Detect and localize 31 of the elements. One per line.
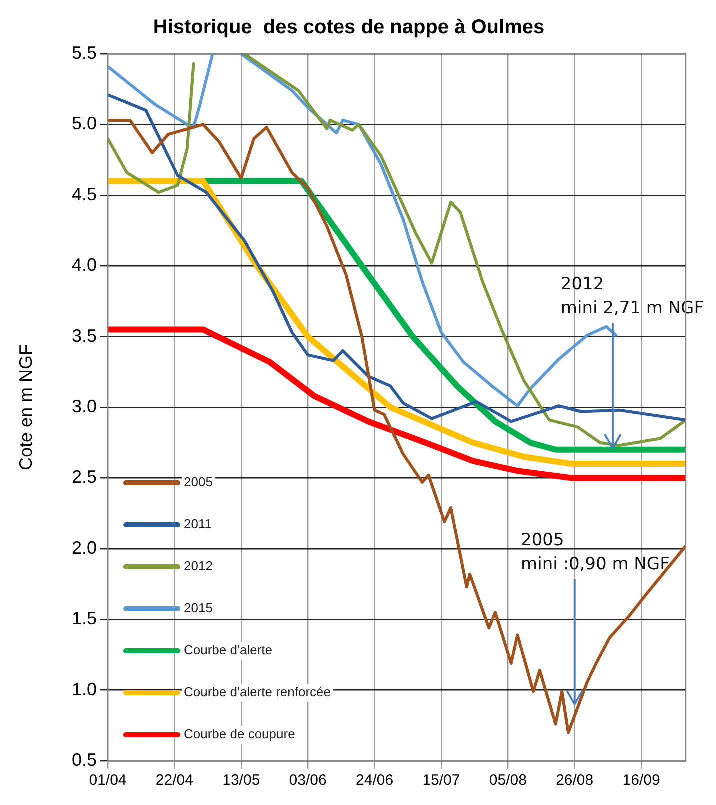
x-tick-label: 15/07 [422,772,460,790]
annotation: 2012 mini 2,71 m NGF [560,274,704,319]
y-axis-title: Cote en m NGF [16,344,36,471]
legend-label: 2011 [184,516,212,532]
legend-label: Courbe d'alerte renforcée [184,684,332,700]
legend-label: Courbe de coupure [184,726,296,742]
y-tick-label: 3.0 [72,396,97,416]
x-tick-label: 26/08 [556,772,594,790]
x-tick-label: 13/05 [222,772,260,790]
x-tick-label: 22/04 [156,772,194,790]
y-tick-label: 1.5 [72,608,97,629]
chart-title: Historique des cotes de nappe à Oulmes [153,16,545,39]
x-tick-label: 05/08 [489,772,527,790]
y-tick-label: 3.5 [72,326,97,346]
x-tick-label: 16/09 [622,772,660,790]
legend-label: Courbe d'alerte [184,642,272,658]
y-tick-label: 4.5 [72,184,97,204]
legend-label: 2015 [184,600,213,616]
y-tick-label: 0.5 [72,750,97,770]
annotation: 2005 mini :0,90 m NGF [521,530,670,574]
x-tick-label: 03/06 [289,772,327,790]
x-tick-label: 01/04 [89,772,127,790]
legend-label: 2012 [184,558,213,574]
y-tick-label: 4.0 [72,255,97,276]
y-tick-label: 2.0 [72,538,97,558]
y-tick-label: 1.0 [72,679,97,700]
y-tick-label: 5.0 [72,114,97,134]
y-tick-label: 2.5 [72,467,97,488]
legend-label: 2005 [184,474,213,490]
y-tick-label: 5.5 [72,42,97,63]
x-tick-label: 24/06 [356,772,394,790]
